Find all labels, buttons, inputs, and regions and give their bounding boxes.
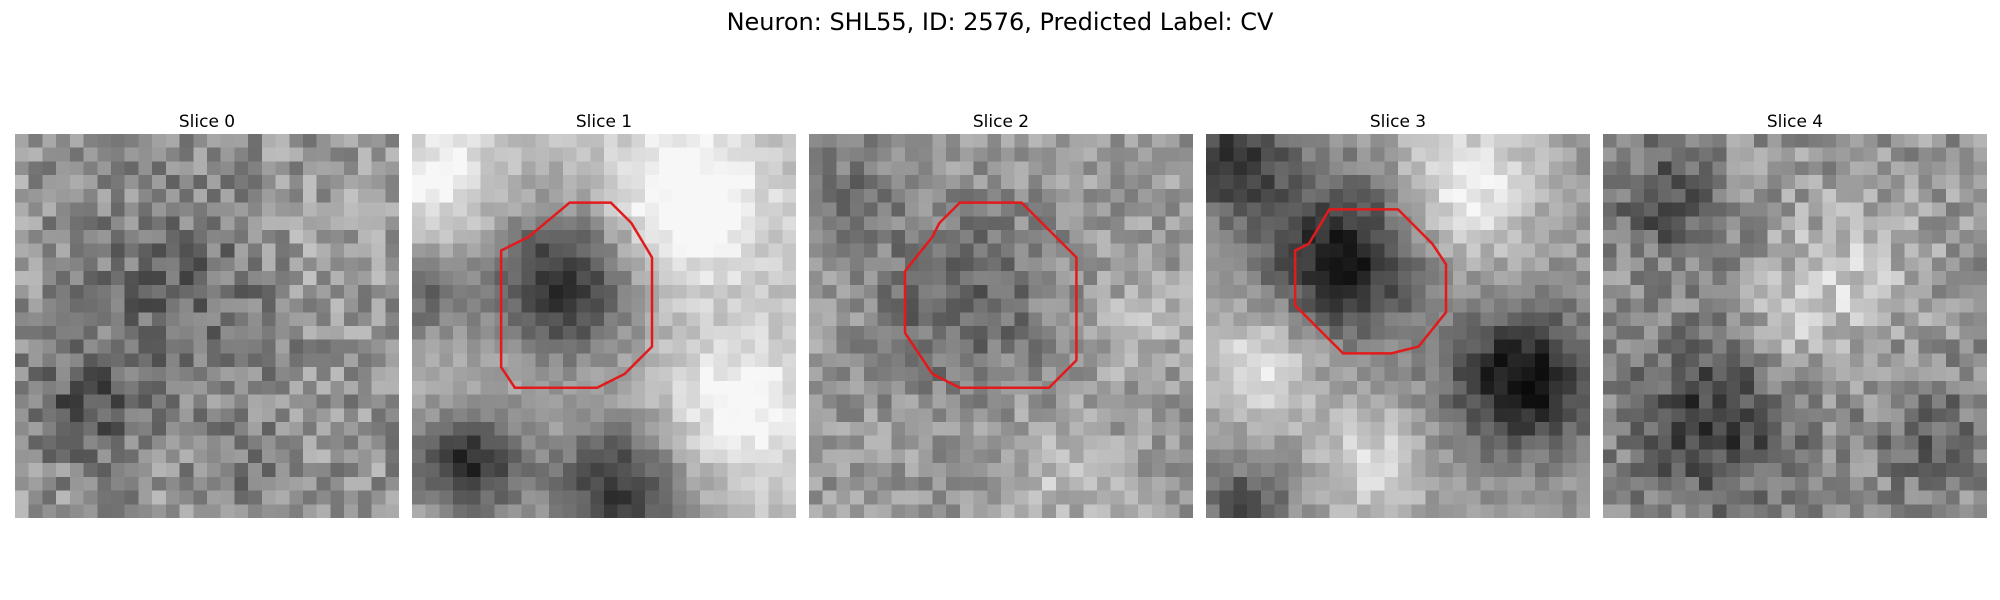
- slice-panel-3: Slice 3: [1206, 110, 1590, 518]
- roi-contour: [903, 201, 1078, 389]
- slice-pixels: [809, 134, 1193, 518]
- slice-title: Slice 1: [575, 112, 633, 132]
- slice-image-3: [1206, 134, 1590, 518]
- slice-image-4: [1603, 134, 1987, 518]
- figure-title: Neuron: SHL55, ID: 2576, Predicted Label…: [726, 8, 1274, 36]
- slice-image-2: [809, 134, 1193, 518]
- slice-title: Slice 3: [1369, 112, 1427, 132]
- slice-panel-4: Slice 4: [1603, 110, 1987, 518]
- slice-pixels: [1603, 134, 1987, 518]
- roi-contour: [499, 201, 654, 389]
- slice-title: Slice 0: [178, 112, 236, 132]
- slice-image-1: [412, 134, 796, 518]
- slice-panel-0: Slice 0: [15, 110, 399, 518]
- slice-panel-2: Slice 2: [809, 110, 1193, 518]
- slice-title: Slice 2: [972, 112, 1030, 132]
- slice-pixels: [1206, 134, 1590, 518]
- slice-pixels: [412, 134, 796, 518]
- slice-pixels: [15, 134, 399, 518]
- slice-title: Slice 4: [1766, 112, 1824, 132]
- slice-panel-1: Slice 1: [412, 110, 796, 518]
- slice-image-0: [15, 134, 399, 518]
- roi-contour: [1293, 208, 1448, 355]
